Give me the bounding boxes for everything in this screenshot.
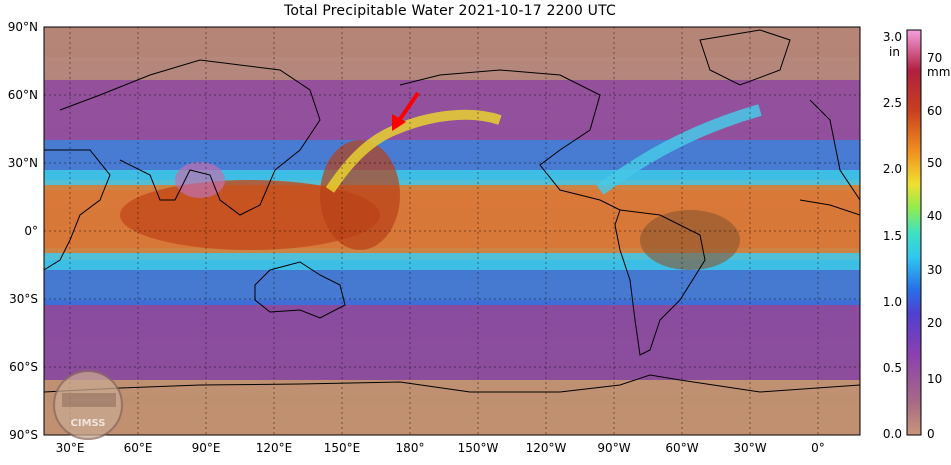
cimss-logo-text: CIMSS <box>71 418 106 429</box>
longitude-labels: 30°E 60°E 90°E 120°E 150°E 180° 150°W 12… <box>56 441 825 455</box>
colorbar-mm-unit: mm <box>927 65 950 79</box>
lon-label-0: 0° <box>811 441 825 455</box>
lon-label-150w: 150°W <box>458 441 499 455</box>
lat-label-60n: 60°N <box>8 88 38 102</box>
mm-tick-70: 70 <box>927 51 942 65</box>
mm-tick-40: 40 <box>927 209 942 223</box>
inch-tick-2-5: 2.5 <box>883 96 902 110</box>
lon-label-90w: 90°W <box>597 441 630 455</box>
mm-tick-10: 10 <box>927 372 942 386</box>
mm-tick-20: 20 <box>927 316 942 330</box>
lat-label-0: 0° <box>24 224 38 238</box>
red-arrow-annotation <box>392 91 420 131</box>
lon-label-120w: 120°W <box>526 441 567 455</box>
mm-tick-0: 0 <box>927 427 935 441</box>
lon-label-120e: 120°E <box>256 441 293 455</box>
lon-label-90e: 90°E <box>192 441 221 455</box>
colorbar-inch-unit: in <box>889 45 900 59</box>
lat-label-90n: 90°N <box>8 20 38 34</box>
inch-tick-0-0: 0.0 <box>883 427 902 441</box>
inch-tick-1-5: 1.5 <box>883 229 902 243</box>
colorbar-inch-ticks: 3.0 2.5 2.0 1.5 1.0 0.5 0.0 <box>883 30 902 441</box>
inch-tick-3-0: 3.0 <box>883 30 902 44</box>
lon-label-150e: 150°E <box>324 441 361 455</box>
cimss-logo: CIMSS <box>53 370 123 440</box>
mm-tick-60: 60 <box>927 104 942 118</box>
lon-label-180: 180° <box>396 441 425 455</box>
mm-tick-50: 50 <box>927 156 942 170</box>
inch-tick-1-0: 1.0 <box>883 295 902 309</box>
lat-label-30n: 30°N <box>8 156 38 170</box>
inch-tick-0-5: 0.5 <box>883 361 902 375</box>
inch-tick-2-0: 2.0 <box>883 162 902 176</box>
map-title: Total Precipitable Water 2021-10-17 2200… <box>284 3 616 19</box>
graticule <box>44 27 860 435</box>
lon-label-30w: 30°W <box>733 441 766 455</box>
colorbar-gradient <box>906 29 922 436</box>
lat-label-90s: 90°S <box>9 428 38 442</box>
colorbar-mm-ticks: 70 60 50 40 30 20 10 0 <box>927 51 942 441</box>
latitude-labels: 90°N 60°N 30°N 0° 30°S 60°S 90°S <box>8 20 38 442</box>
coastlines <box>44 29 860 393</box>
lon-label-60w: 60°W <box>665 441 698 455</box>
lat-label-60s: 60°S <box>9 360 38 374</box>
lon-label-30e: 30°E <box>56 441 85 455</box>
precipitable-water-field <box>44 27 860 435</box>
map-frame <box>43 26 861 436</box>
colorbar: in mm 3.0 2.5 2.0 1.5 1.0 0.5 0.0 70 60 … <box>883 29 950 441</box>
lon-label-60e: 60°E <box>124 441 153 455</box>
mm-tick-30: 30 <box>927 263 942 277</box>
lat-label-30s: 30°S <box>9 292 38 306</box>
